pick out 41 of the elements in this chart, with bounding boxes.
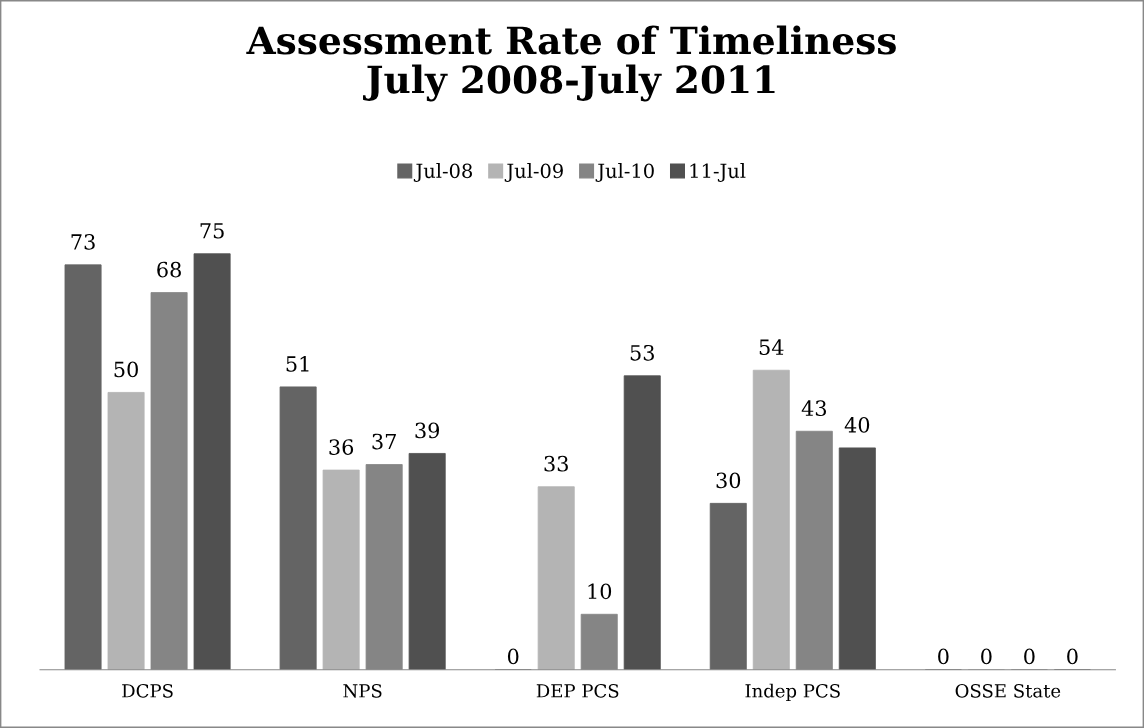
data-label: 37: [372, 433, 396, 450]
data-label: 50: [114, 361, 138, 378]
legend-label: 11-Jul: [690, 163, 746, 182]
data-label: 40: [844, 416, 870, 433]
data-label: 10: [588, 583, 612, 600]
legend-label: Jul-10: [595, 163, 654, 182]
bar: [838, 447, 876, 670]
data-label: 0: [981, 648, 992, 665]
data-label: 36: [329, 439, 354, 455]
data-label: 73: [71, 233, 95, 250]
data-label: 0: [1024, 648, 1035, 665]
x-tick-label: Indep PCS: [745, 683, 840, 702]
data-label: 0: [938, 648, 949, 665]
bar: [537, 486, 575, 670]
bar: [752, 369, 790, 670]
data-label: 0: [1067, 648, 1078, 665]
bar: [408, 453, 446, 670]
legend-label: Jul-09: [504, 163, 563, 182]
x-tick-label: OSSE State: [955, 683, 1061, 698]
data-label: 0: [507, 648, 519, 665]
data-label: 33: [544, 455, 568, 472]
data-label: 51: [286, 355, 309, 372]
bar: [623, 375, 661, 670]
bar: [322, 469, 360, 670]
data-label: 39: [415, 422, 440, 439]
data-label: 75: [200, 223, 224, 239]
bar: [279, 386, 317, 670]
x-tick-label: NPS: [343, 683, 382, 698]
bar: [709, 502, 747, 670]
chart-title: Assessment Rate of Timeliness July 2008-July 2011: [246, 25, 896, 102]
legend-label: Jul-08: [413, 163, 472, 182]
data-label: 53: [630, 344, 654, 361]
bar: [193, 253, 231, 670]
x-tick-label: DCPS: [122, 683, 173, 698]
bar: [64, 264, 102, 670]
data-label: 43: [801, 400, 827, 417]
data-label: 30: [716, 472, 741, 489]
data-label: 54: [759, 339, 784, 356]
data-label: 68: [157, 261, 181, 278]
x-tick-label: DEP PCS: [536, 683, 619, 698]
bar: [107, 392, 145, 670]
